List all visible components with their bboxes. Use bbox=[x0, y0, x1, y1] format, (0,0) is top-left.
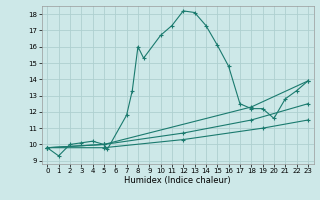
X-axis label: Humidex (Indice chaleur): Humidex (Indice chaleur) bbox=[124, 176, 231, 185]
